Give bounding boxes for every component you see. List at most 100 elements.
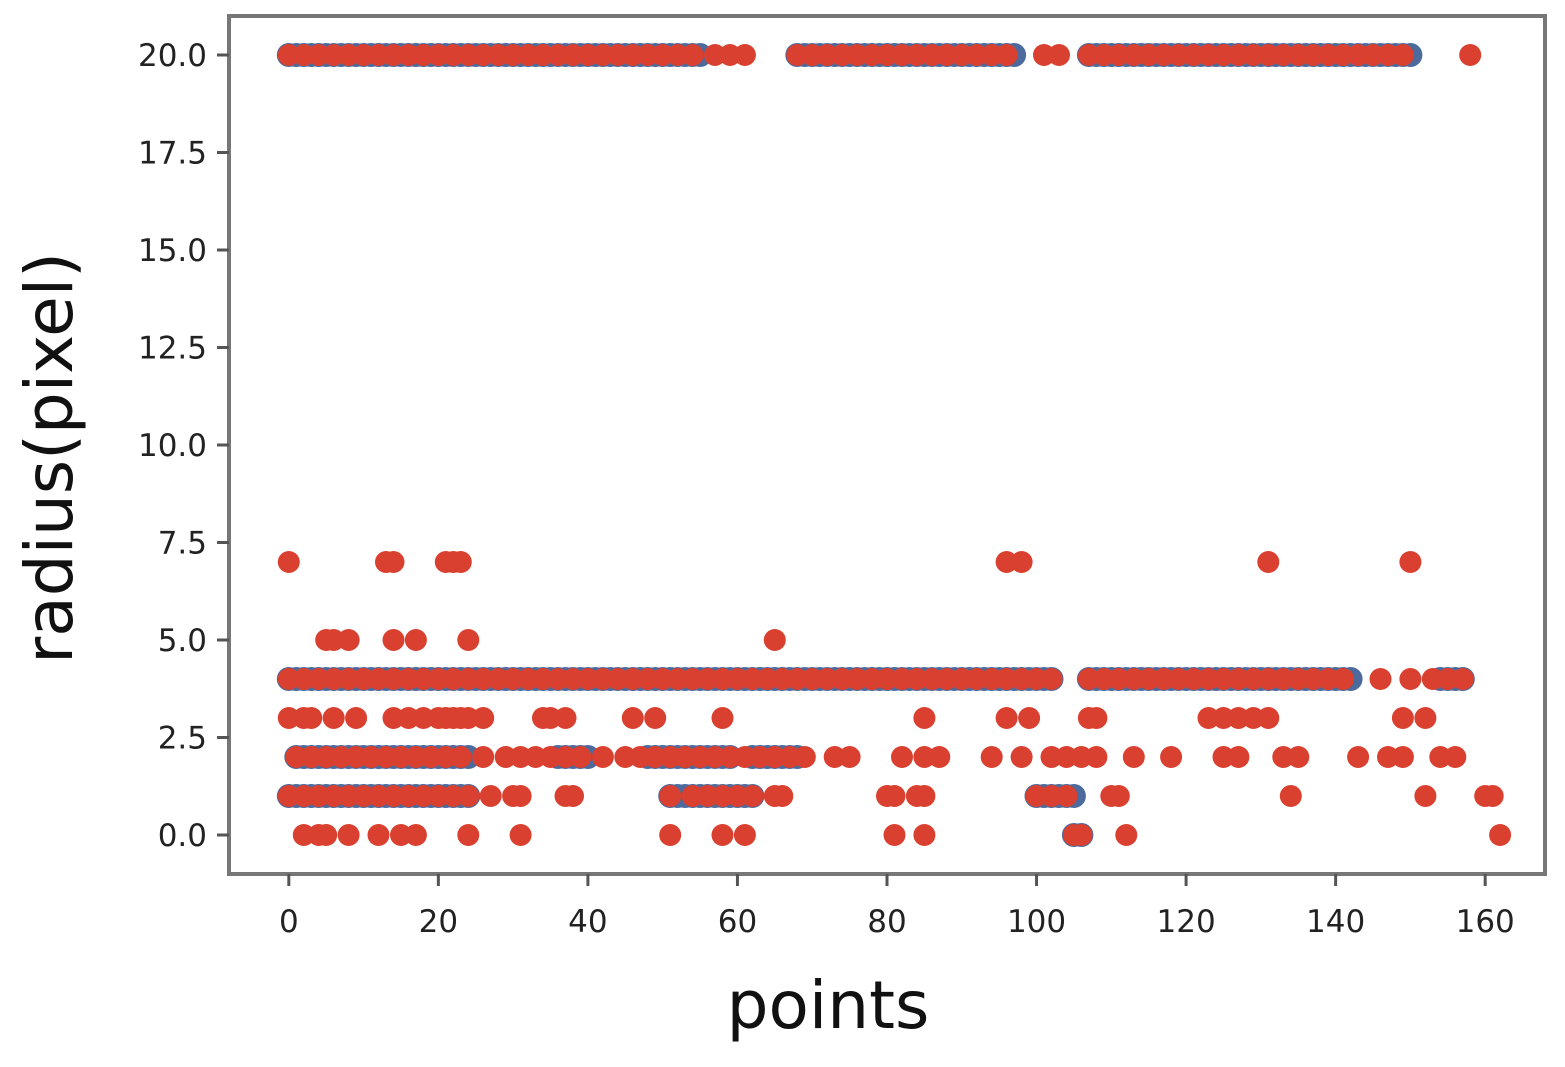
scatter-point-red xyxy=(1459,44,1482,66)
scatter-point-red xyxy=(1107,785,1130,807)
scatter-point-red xyxy=(1369,668,1392,690)
scatter-point-red xyxy=(1010,746,1033,768)
y-tick-label: 0.0 xyxy=(158,818,207,854)
scatter-point-red xyxy=(733,824,756,846)
scatter-point-red xyxy=(367,824,390,846)
scatter-point-red xyxy=(1347,746,1370,768)
scatter-point-red xyxy=(1414,785,1437,807)
y-axis-title: radius(pixel) xyxy=(11,252,88,664)
y-tick-label: 20.0 xyxy=(138,38,207,74)
scatter-point-red xyxy=(315,824,338,846)
scatter-point-red xyxy=(1399,551,1422,573)
y-tick-label: 15.0 xyxy=(138,233,207,269)
scatter-point-red xyxy=(509,785,532,807)
scatter-point-red xyxy=(793,746,816,768)
scatter-point-red xyxy=(457,629,480,651)
x-tick-label: 80 xyxy=(867,904,906,940)
scatter-point-red xyxy=(741,785,764,807)
scatter-point-red xyxy=(1160,746,1183,768)
y-axis: 0.0 2.5 5.0 7.5 10.0 12.5 15.0 17.5 20.0 xyxy=(138,38,229,854)
scatter-point-red xyxy=(479,785,502,807)
scatter-point-red xyxy=(457,824,480,846)
scatter-point-red xyxy=(1489,824,1512,846)
y-tick-label: 17.5 xyxy=(138,136,207,172)
scatter-point-red xyxy=(1040,668,1063,690)
scatter-point-red xyxy=(763,629,786,651)
scatter-point-red xyxy=(771,785,794,807)
scatter-point-red xyxy=(509,824,532,846)
y-tick-label: 7.5 xyxy=(158,526,207,562)
scatter-point-red xyxy=(300,707,323,729)
scatter-point-red xyxy=(621,707,644,729)
scatter-point-red xyxy=(1085,746,1108,768)
scatter-point-red xyxy=(1257,707,1280,729)
scatter-point-red xyxy=(1257,551,1280,573)
scatter-point-red xyxy=(1048,44,1070,66)
scatter-point-red xyxy=(1115,824,1138,846)
scatter-point-red xyxy=(883,785,906,807)
scatter-point-red xyxy=(337,629,360,651)
x-axis-title: points xyxy=(727,967,930,1044)
scatter-point-red xyxy=(449,746,472,768)
x-tick-label: 160 xyxy=(1456,904,1515,940)
scatter-point-red xyxy=(1451,668,1474,690)
scatter-point-red xyxy=(711,824,734,846)
scatter-point-red xyxy=(277,551,300,573)
x-axis: 0 20 40 60 80 100 120 140 160 xyxy=(279,874,1515,940)
scatter-point-red xyxy=(1399,668,1422,690)
scatter-point-red xyxy=(1055,785,1078,807)
y-tick-label: 2.5 xyxy=(158,721,207,757)
scatter-point-red xyxy=(891,746,913,768)
scatter-point-red xyxy=(591,746,614,768)
scatter-point-red xyxy=(554,707,577,729)
scatter-point-red xyxy=(562,785,584,807)
scatter-point-red xyxy=(457,785,480,807)
scatter-point-red xyxy=(337,824,360,846)
scatter-point-red xyxy=(980,746,1003,768)
series-red xyxy=(277,44,1512,846)
scatter-point-red xyxy=(1018,707,1041,729)
scatter-point-red xyxy=(913,785,936,807)
scatter-point-red xyxy=(1070,824,1093,846)
scatter-point-red xyxy=(1279,785,1302,807)
scatter-point-red xyxy=(1227,746,1250,768)
y-tick-label: 5.0 xyxy=(158,623,207,659)
scatter-point-red xyxy=(1332,668,1355,690)
scatter-point-red xyxy=(883,824,906,846)
x-tick-label: 40 xyxy=(568,904,607,940)
scatter-point-red xyxy=(404,824,427,846)
scatter-point-red xyxy=(345,707,368,729)
scatter-point-red xyxy=(733,44,756,66)
x-tick-label: 0 xyxy=(279,904,299,940)
scatter-point-red xyxy=(449,551,472,573)
scatter-point-red xyxy=(472,707,495,729)
scatter-point-red xyxy=(838,746,861,768)
scatter-point-red xyxy=(1287,746,1310,768)
scatter-point-red xyxy=(1414,707,1437,729)
scatter-point-red xyxy=(1391,44,1414,66)
scatter-point-red xyxy=(995,44,1018,66)
scatter-point-red xyxy=(404,629,427,651)
plot-frame xyxy=(227,14,1547,876)
scatter-point-red xyxy=(681,44,704,66)
scatter-point-red xyxy=(1481,785,1504,807)
y-tick-label: 12.5 xyxy=(138,331,207,367)
scatter-point-red xyxy=(382,629,405,651)
x-tick-label: 20 xyxy=(419,904,458,940)
scatter-point-red xyxy=(711,707,734,729)
scatter-point-red xyxy=(472,746,495,768)
scatter-point-red xyxy=(569,746,592,768)
scatter-point-red xyxy=(644,707,667,729)
scatter-point-red xyxy=(659,824,682,846)
scatter-point-red xyxy=(322,707,345,729)
scatter-point-red xyxy=(1391,746,1414,768)
points-layer xyxy=(276,43,1512,847)
x-tick-label: 100 xyxy=(1007,904,1066,940)
scatter-point-red xyxy=(995,707,1018,729)
scatter-point-red xyxy=(928,746,951,768)
x-tick-label: 120 xyxy=(1157,904,1216,940)
y-tick-label: 10.0 xyxy=(138,428,207,464)
x-tick-label: 140 xyxy=(1306,904,1365,940)
scatter-point-red xyxy=(1122,746,1145,768)
